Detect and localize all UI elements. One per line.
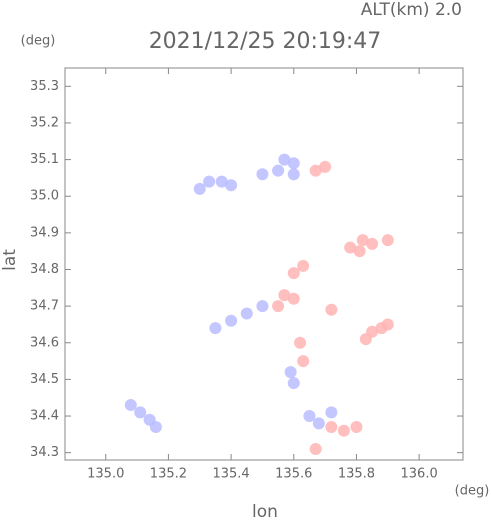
echo-point <box>240 307 253 320</box>
echo-point <box>278 153 291 166</box>
x-tick-label: 135.4 <box>212 467 249 482</box>
echo-point <box>353 245 366 258</box>
y-tick-label: 35.1 <box>30 152 59 167</box>
echo-point <box>359 333 372 346</box>
echo-point <box>287 168 300 181</box>
echo-point <box>149 421 162 434</box>
echo-point <box>381 318 394 331</box>
y-tick-label: 34.9 <box>30 225 59 240</box>
y-tick-label: 35.2 <box>30 115 59 130</box>
chart-title: 2021/12/25 20:19:47 <box>149 29 382 54</box>
echo-point <box>272 164 285 177</box>
y-tick-label: 34.4 <box>30 409 59 424</box>
y-tick-label: 35.0 <box>30 189 59 204</box>
echo-point <box>297 355 310 368</box>
echo-point <box>124 399 137 412</box>
echo-point <box>381 234 394 247</box>
echo-point <box>203 175 216 188</box>
y-tick-label: 34.3 <box>30 445 59 460</box>
echo-point <box>272 300 285 313</box>
echo-point <box>134 406 147 419</box>
y-tick-label: 34.5 <box>30 372 59 387</box>
x-unit: (deg) <box>455 484 490 499</box>
x-tick-label: 135.2 <box>150 467 187 482</box>
echo-point <box>350 421 363 434</box>
echo-point <box>225 314 238 327</box>
echo-point <box>256 300 269 313</box>
y-tick-label: 35.3 <box>30 79 59 94</box>
echo-point <box>225 179 238 192</box>
echo-point <box>287 292 300 305</box>
y-unit: (deg) <box>21 34 56 49</box>
x-axis-label: lon <box>252 502 278 521</box>
echo-point <box>366 237 379 250</box>
echo-point <box>294 336 307 349</box>
echo-point <box>193 182 206 195</box>
echo-point <box>344 241 357 254</box>
echo-point <box>309 443 322 456</box>
echo-point <box>325 406 338 419</box>
echo-point <box>287 377 300 390</box>
echo-point <box>312 417 325 430</box>
y-tick-label: 34.6 <box>30 335 59 350</box>
echo-point <box>309 164 322 177</box>
x-tick-label: 135.8 <box>338 467 375 482</box>
echo-point <box>303 410 316 423</box>
echo-point <box>325 421 338 434</box>
echo-point <box>325 303 338 316</box>
y-tick-label: 34.8 <box>30 262 59 277</box>
echo-point <box>284 366 297 379</box>
echo-point <box>287 267 300 280</box>
echo-point <box>215 175 228 188</box>
echo-point <box>278 289 291 302</box>
chart-subtitle: ALT(km) 2.0 <box>361 0 462 20</box>
x-tick-label: 135.0 <box>87 467 124 482</box>
echo-point <box>319 160 332 173</box>
y-axis-label: lat <box>0 249 20 271</box>
x-tick-label: 135.6 <box>275 467 312 482</box>
plot-frame <box>64 67 464 461</box>
y-tick-label: 34.7 <box>30 299 59 314</box>
echo-point <box>287 157 300 170</box>
echo-point <box>356 234 369 247</box>
echo-point <box>337 424 350 437</box>
echo-point <box>209 322 222 335</box>
x-tick-label: 136.0 <box>401 467 438 482</box>
echo-point <box>256 168 269 181</box>
echo-point <box>297 259 310 272</box>
